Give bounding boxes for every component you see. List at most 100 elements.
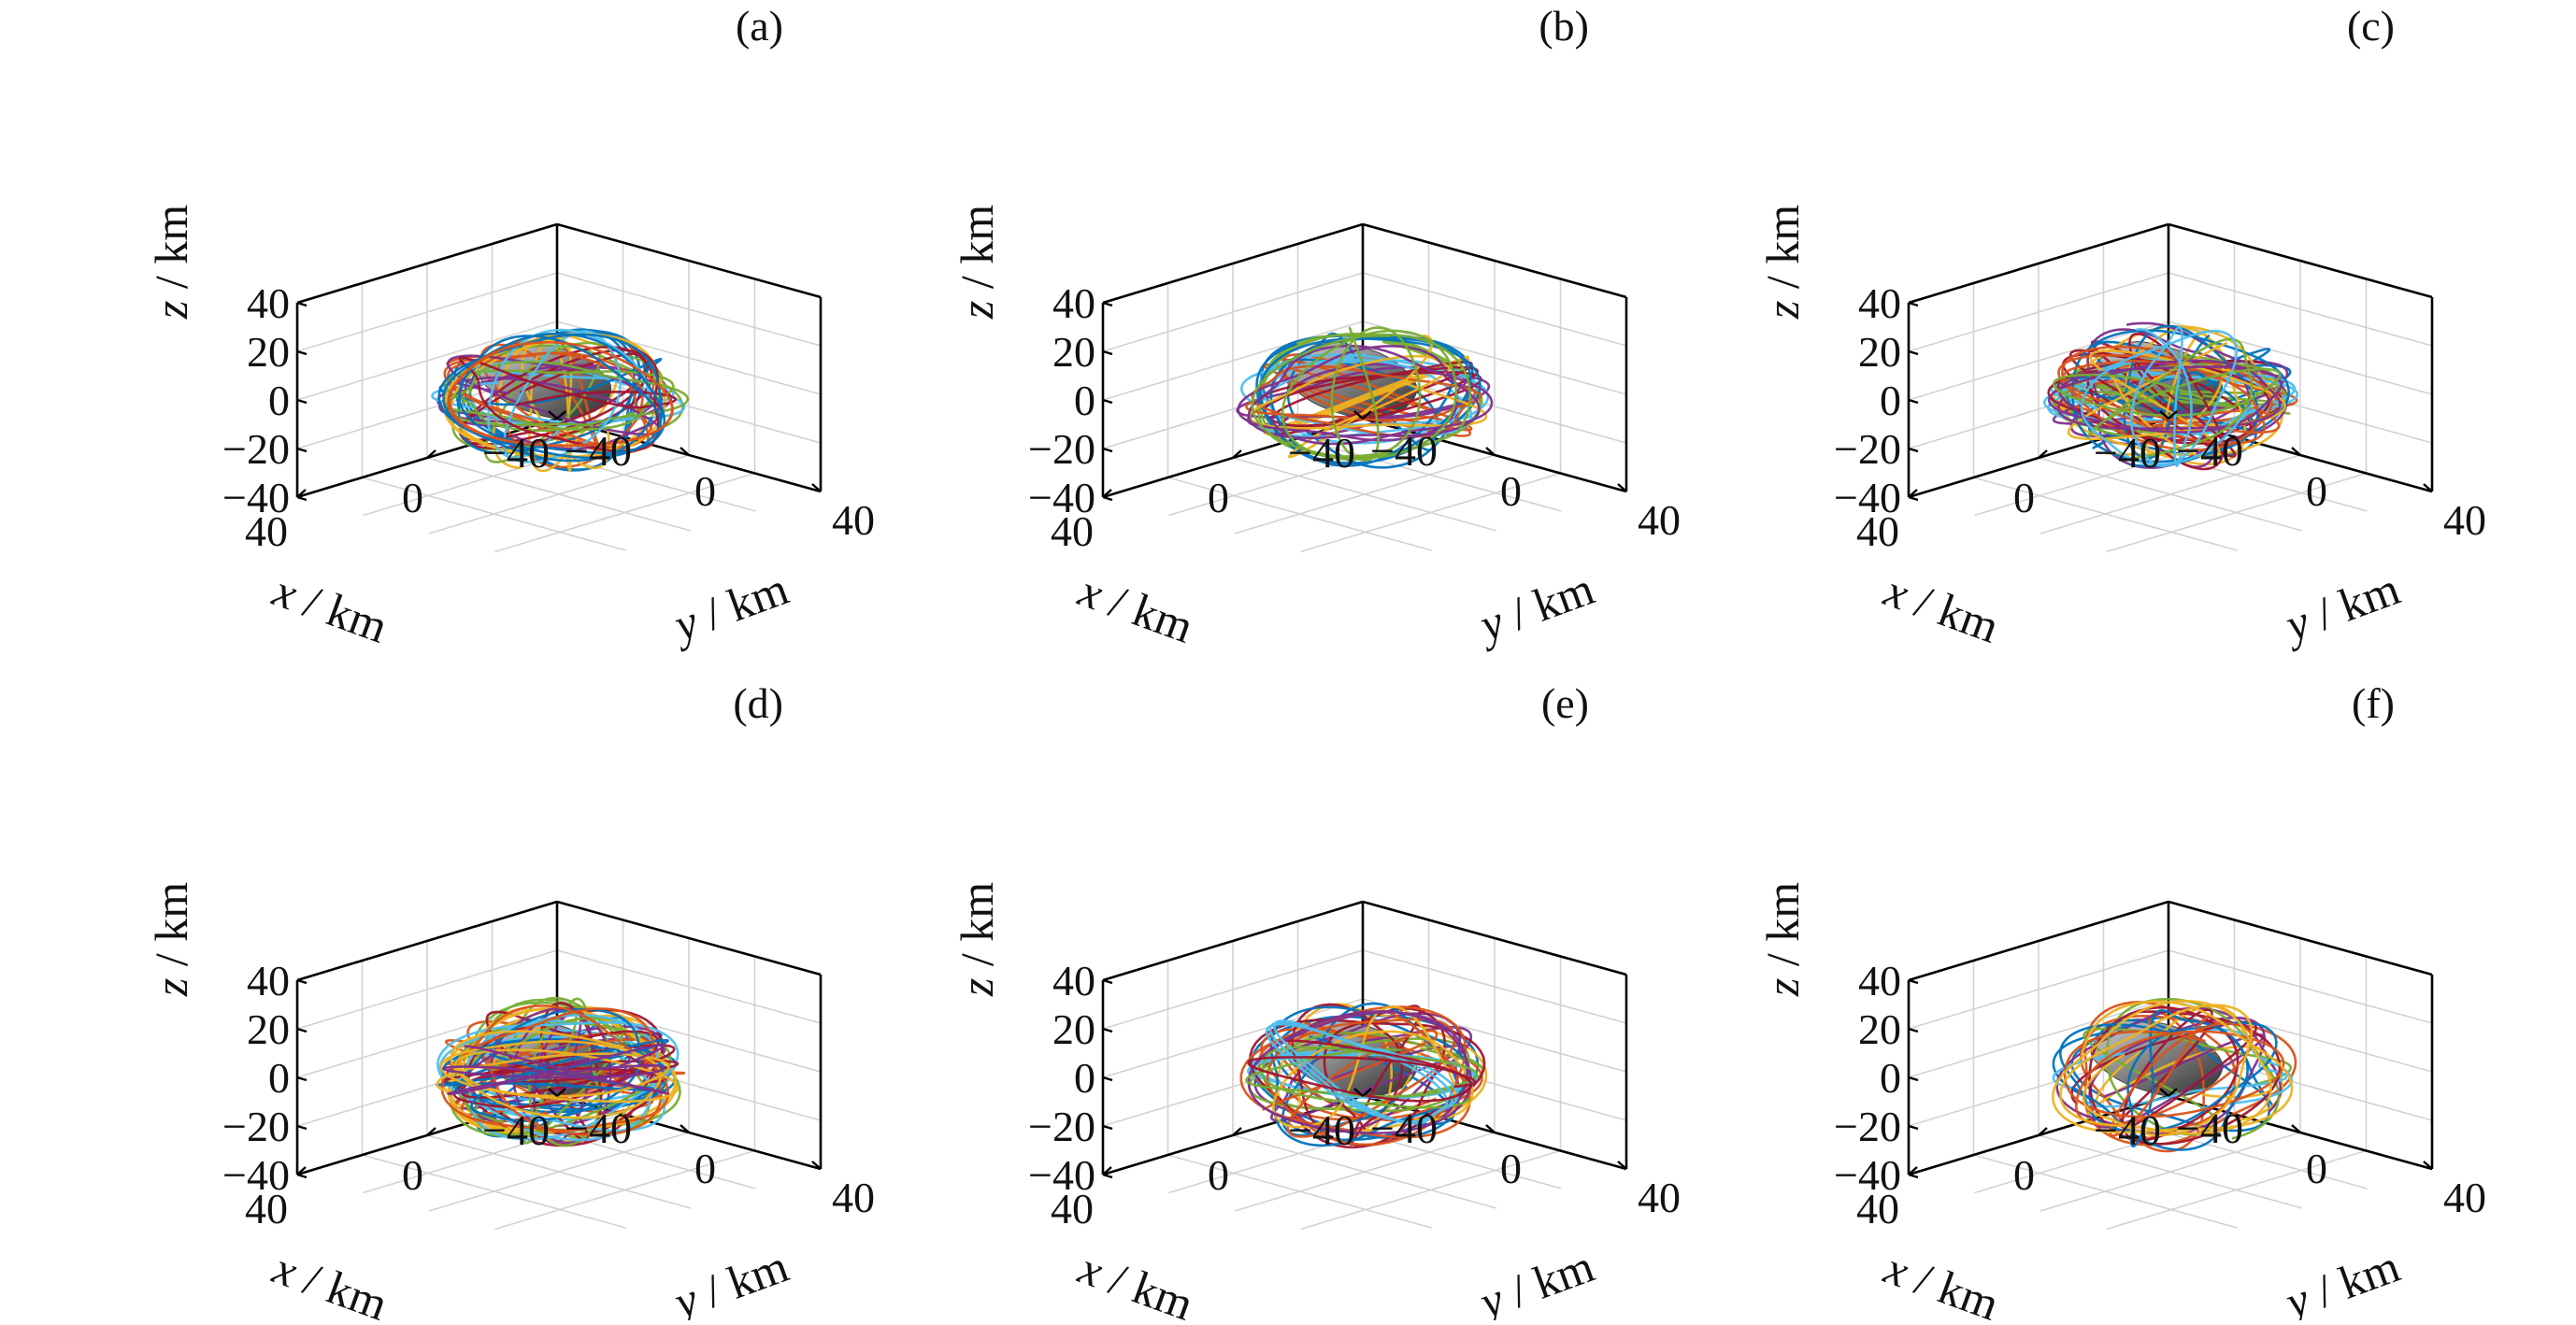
y-tick-label: 0 [1500,467,1522,515]
panel-label: (f) [2352,679,2395,727]
y-tick-label: 40 [832,496,875,544]
z-tick-label: −20 [1834,1103,1901,1150]
y-tick-label: 40 [832,1174,875,1221]
x-tick-label: −40 [482,429,550,477]
z-tick-mark [296,978,308,985]
axes-box [295,222,823,499]
z-tick-label: 40 [1052,279,1095,327]
x-tick-mark [2168,1088,2178,1097]
z-tick-mark [1908,301,1919,307]
trajectory-12 [1251,326,1472,462]
box-edge [296,222,558,305]
y-tick-label: −40 [565,1104,632,1152]
x-tick-label: 0 [2013,1151,2035,1199]
trajectory-5 [2082,998,2293,1140]
trajectories [431,328,690,473]
x-tick-mark [426,1127,436,1136]
grid [1102,919,1627,1231]
z-tick-label: 40 [1052,957,1095,1004]
x-tick-label: −40 [482,1106,550,1154]
z-tick-mark [1908,398,1919,405]
z-axis-label: z / km [145,882,197,997]
z-tick-label: −40 [222,474,290,521]
x-tick-mark [2038,449,2048,459]
y-tick-label: 0 [1500,1145,1522,1192]
z-tick-label: 0 [1880,1054,1901,1102]
grid-line [296,272,558,352]
y-tick-label: 40 [2443,496,2486,544]
x-tick-label: 40 [245,507,288,555]
x-tick-mark [2168,410,2178,420]
y-tick-mark [811,1161,822,1170]
box-edge [556,222,822,299]
y-tick-mark [680,1124,690,1133]
z-tick-label: 20 [247,328,290,376]
z-axis-label: z / km [951,205,1003,320]
box-edge [2168,222,2433,299]
z-tick-label: −40 [1028,1151,1095,1199]
x-tick-label: −40 [2094,429,2161,477]
y-tick-label: 40 [1638,496,1681,544]
panel-label: (b) [1538,2,1589,50]
z-tick-mark [1102,398,1113,405]
x-tick-mark [1232,1127,1242,1136]
z-tick-mark [1908,349,1919,356]
grid-line [1908,949,2169,1030]
z-tick-mark [1908,1173,1919,1179]
y-axis-label: y / km [1468,1239,1600,1320]
z-tick-label: −40 [1834,1151,1901,1199]
z-tick-mark [1908,1124,1919,1131]
z-axis-label: z / km [1756,205,1809,320]
z-tick-mark [1102,978,1113,985]
grid-line [1234,1132,1496,1212]
panel-label: (e) [1541,679,1589,727]
grid-line [2168,272,2433,347]
x-tick-mark [1908,489,1918,498]
y-tick-mark [811,483,822,492]
x-tick-mark [426,449,436,459]
x-tick-mark [1102,489,1112,498]
grid-line [2039,454,2301,534]
box-edge [556,900,822,976]
x-tick-label: 40 [1051,1185,1094,1232]
box-edge [296,900,558,982]
trajectories [1239,1002,1488,1149]
z-axis-label: z / km [951,882,1003,997]
box-edge [1102,900,1364,982]
grid-line [1362,272,1627,347]
z-tick-label: 40 [1858,279,1901,327]
trajectory-17 [2067,341,2286,460]
z-tick-label: 20 [1858,1005,1901,1053]
y-tick-label: 0 [694,467,716,515]
grid-line [2039,1132,2301,1212]
z-tick-label: 0 [1880,377,1901,424]
box-edge [1908,222,2169,305]
x-tick-label: 40 [245,1185,288,1232]
z-tick-label: 40 [1858,957,1901,1004]
z-tick-label: 0 [1074,377,1095,424]
panel-label: (a) [736,2,783,50]
y-tick-mark [1485,1124,1496,1133]
z-tick-mark [1102,447,1113,453]
axes-box [1101,900,1628,1176]
x-tick-label: 40 [1856,507,1899,555]
x-tick-label: 0 [402,474,423,521]
trajectory-20 [2081,325,2254,467]
grid-line [428,1132,690,1212]
grid-line [1167,1154,1432,1229]
trajectory-12 [1245,1046,1479,1109]
y-tick-label: 0 [2306,467,2327,515]
y-tick-label: −40 [1370,427,1438,475]
trajectory-18 [442,1044,669,1096]
z-tick-mark [296,495,308,502]
z-tick-label: 0 [268,1054,290,1102]
z-tick-mark [296,349,308,356]
x-tick-mark [1232,449,1242,459]
z-tick-mark [1102,495,1113,502]
x-axis-label: x / km [1878,563,2007,653]
grid [1908,242,2433,553]
